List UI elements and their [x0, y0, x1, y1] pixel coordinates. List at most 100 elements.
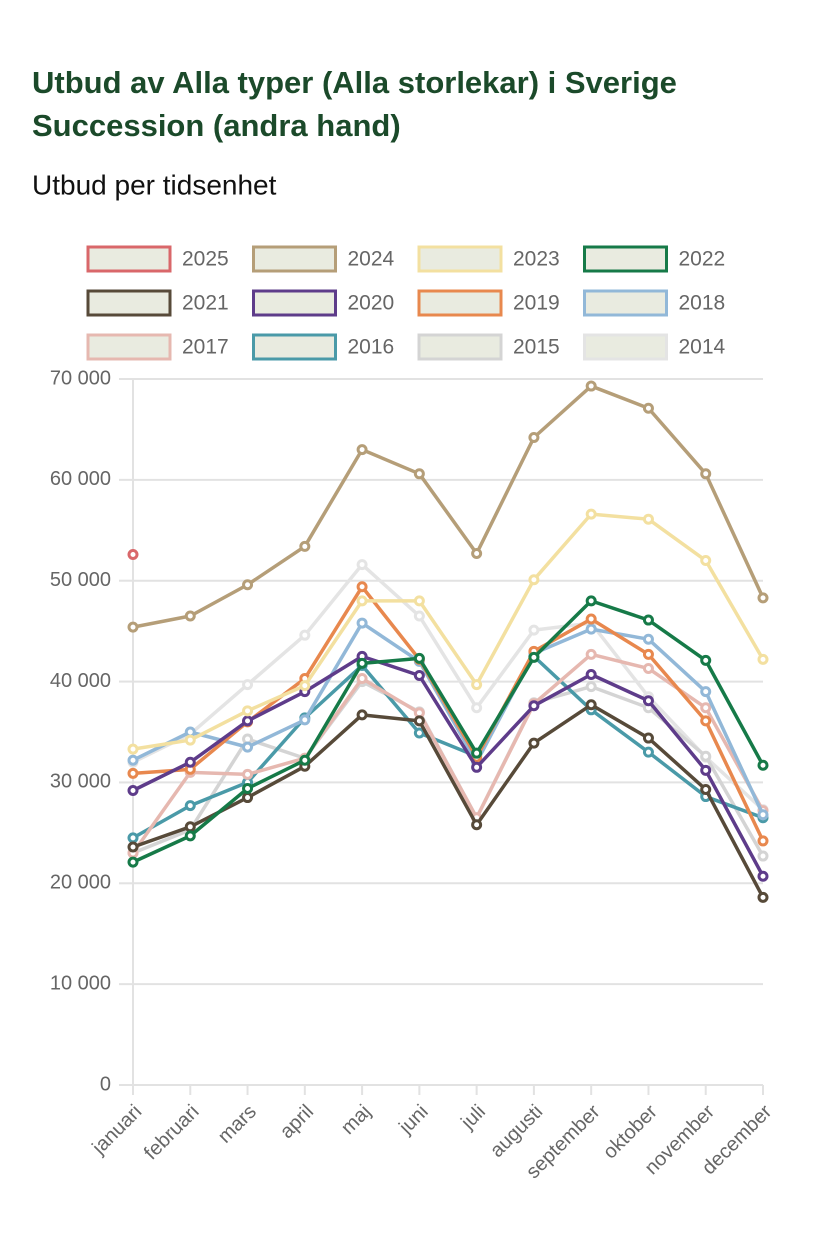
data-point: [242, 679, 254, 691]
data-point: [413, 670, 425, 682]
data-point: [642, 513, 654, 525]
legend-label: 2025: [182, 248, 229, 271]
legend-label: 2016: [348, 336, 395, 359]
data-point: [184, 734, 196, 746]
data-point: [242, 782, 254, 794]
series-line: [132, 621, 765, 816]
data-point: [585, 623, 597, 635]
data-point: [184, 800, 196, 812]
data-point: [642, 402, 654, 414]
data-point: [127, 832, 139, 844]
data-point: [413, 468, 425, 480]
data-point: [356, 617, 368, 629]
data-point: [585, 613, 597, 625]
data-point: [471, 702, 483, 714]
legend-label: 2018: [679, 292, 726, 315]
data-point: [757, 835, 769, 847]
data-point: [242, 705, 254, 717]
legend-swatch: [417, 245, 503, 273]
data-point: [127, 784, 139, 796]
legend-label: 2020: [348, 292, 395, 315]
data-point: [471, 547, 483, 559]
legend-swatch: [583, 289, 668, 317]
data-point: [299, 540, 311, 552]
x-tick-label: maj: [337, 1101, 375, 1139]
data-point: [528, 624, 540, 636]
data-point: [528, 431, 540, 443]
data-point: [127, 841, 139, 853]
data-point: [242, 715, 254, 727]
data-point: [356, 595, 368, 607]
data-point: [642, 633, 654, 645]
data-point: [356, 581, 368, 593]
x-tick-label: april: [276, 1101, 318, 1143]
series-line: [132, 654, 765, 878]
data-point: [356, 709, 368, 721]
data-point: [642, 648, 654, 660]
chart-title: Utbud av Alla typer (Alla storlekar) i S…: [32, 65, 677, 100]
data-point: [700, 468, 712, 480]
data-point: [528, 737, 540, 749]
data-point: [642, 662, 654, 674]
data-point: [299, 714, 311, 726]
y-axis-title: Utbud per tidsenhet: [32, 169, 277, 200]
data-point: [356, 444, 368, 456]
series-line: [131, 652, 765, 855]
data-point: [127, 743, 139, 755]
y-tick-label: 30 000: [50, 771, 111, 793]
data-point: [471, 679, 483, 691]
legend-swatch: [252, 289, 337, 317]
data-point: [642, 746, 654, 758]
y-tick-label: 60 000: [50, 468, 111, 490]
data-point: [356, 673, 368, 685]
x-tick-label: juli: [456, 1101, 490, 1135]
legend-label: 2017: [182, 336, 229, 359]
legend-label: 2019: [513, 292, 560, 315]
series-line: [132, 512, 765, 751]
data-point: [642, 695, 654, 707]
data-point: [700, 764, 712, 776]
legend-label: 2014: [679, 336, 726, 359]
data-point: [528, 651, 540, 663]
series-line: [132, 384, 765, 629]
x-tick-label: mars: [214, 1101, 261, 1148]
data-point: [413, 715, 425, 727]
data-point: [413, 652, 425, 664]
series-line: [132, 599, 765, 864]
y-tick-label: 70 000: [50, 367, 111, 389]
data-point: [299, 680, 311, 692]
data-point: [757, 592, 769, 604]
data-point: [700, 686, 712, 698]
data-point: [585, 595, 597, 607]
y-tick-label: 10 000: [50, 972, 111, 994]
data-point: [585, 699, 597, 711]
data-point: [471, 747, 483, 759]
data-point: [757, 850, 769, 862]
data-point: [585, 380, 597, 392]
legend-label: 2015: [513, 336, 560, 359]
x-tick-label: juni: [394, 1101, 432, 1139]
data-point: [471, 819, 483, 831]
y-tick-label: 50 000: [50, 569, 111, 591]
legend-label: 2023: [513, 248, 560, 271]
data-point: [242, 579, 254, 591]
data-point: [127, 754, 139, 766]
data-point: [184, 821, 196, 833]
y-tick-label: 20 000: [50, 872, 111, 894]
data-point: [585, 508, 597, 520]
data-point: [471, 761, 483, 773]
y-tick-label: 40 000: [50, 670, 111, 692]
data-point: [585, 681, 597, 693]
data-point: [700, 715, 712, 727]
data-point: [700, 702, 712, 714]
data-point: [585, 669, 597, 681]
data-point: [700, 783, 712, 795]
y-tick-label: 0: [100, 1073, 111, 1095]
data-point: [184, 756, 196, 768]
legend-swatch: [86, 245, 172, 273]
legend-label: 2021: [182, 292, 229, 315]
data-point: [528, 700, 540, 712]
data-point: [585, 648, 597, 660]
data-point: [700, 750, 712, 762]
